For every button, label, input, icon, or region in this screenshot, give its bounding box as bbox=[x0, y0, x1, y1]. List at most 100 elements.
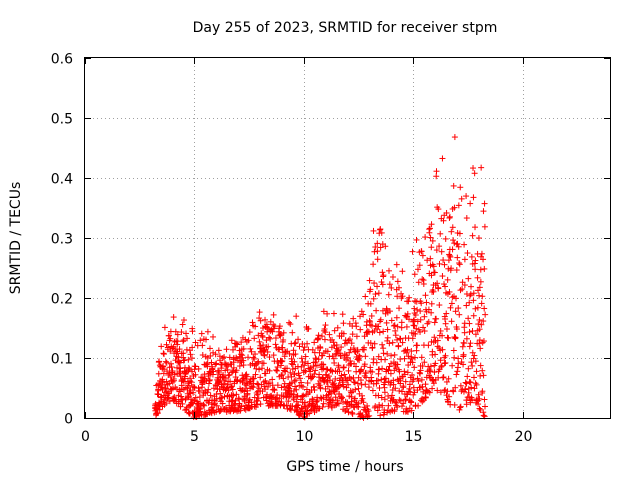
data-point bbox=[257, 401, 264, 408]
data-point bbox=[408, 399, 415, 406]
data-point bbox=[480, 256, 487, 263]
data-point bbox=[385, 392, 392, 399]
data-point bbox=[427, 234, 434, 241]
data-point bbox=[362, 381, 369, 388]
data-point bbox=[170, 314, 177, 321]
data-point bbox=[431, 334, 438, 341]
data-point bbox=[298, 355, 305, 362]
data-point bbox=[279, 371, 286, 378]
data-point bbox=[391, 406, 398, 413]
data-point bbox=[216, 369, 223, 376]
data-point bbox=[218, 394, 225, 401]
data-point bbox=[396, 335, 403, 342]
data-point bbox=[461, 329, 468, 336]
x-tick-label: 10 bbox=[296, 429, 314, 445]
data-point bbox=[326, 373, 333, 380]
data-point bbox=[441, 360, 448, 367]
data-point bbox=[199, 352, 206, 359]
data-point bbox=[466, 299, 473, 306]
data-point bbox=[355, 404, 362, 411]
data-point bbox=[469, 349, 476, 356]
data-point bbox=[394, 361, 401, 368]
data-point bbox=[207, 352, 214, 359]
data-point bbox=[396, 387, 403, 394]
data-point bbox=[350, 315, 357, 322]
data-point bbox=[474, 274, 481, 281]
data-point bbox=[256, 366, 263, 373]
data-point bbox=[315, 332, 322, 339]
data-point bbox=[355, 385, 362, 392]
data-point bbox=[366, 277, 373, 284]
data-point bbox=[393, 365, 400, 372]
data-point bbox=[169, 378, 176, 385]
data-point bbox=[450, 237, 457, 244]
data-point bbox=[219, 400, 226, 407]
data-point bbox=[256, 315, 263, 322]
data-point bbox=[392, 332, 399, 339]
data-point bbox=[345, 408, 352, 415]
data-point bbox=[438, 248, 445, 255]
data-point bbox=[186, 382, 193, 389]
data-point bbox=[386, 363, 393, 370]
data-point bbox=[392, 398, 399, 405]
data-point bbox=[214, 367, 221, 374]
data-point bbox=[455, 243, 462, 250]
data-point bbox=[217, 390, 224, 397]
data-point bbox=[433, 247, 440, 254]
data-point bbox=[450, 347, 457, 354]
data-point bbox=[408, 355, 415, 362]
data-point bbox=[446, 252, 453, 259]
data-point bbox=[395, 284, 402, 291]
data-point bbox=[468, 359, 475, 366]
data-point bbox=[223, 346, 230, 353]
data-point bbox=[156, 358, 163, 365]
data-point bbox=[345, 381, 352, 388]
data-point bbox=[174, 331, 181, 338]
data-point bbox=[272, 335, 279, 342]
data-point bbox=[414, 342, 421, 349]
data-point bbox=[223, 363, 230, 370]
data-point bbox=[344, 354, 351, 361]
data-point bbox=[358, 366, 365, 373]
data-point bbox=[439, 155, 446, 162]
data-point bbox=[294, 406, 301, 413]
data-point bbox=[252, 323, 259, 330]
data-point bbox=[412, 312, 419, 319]
data-point bbox=[274, 382, 281, 389]
data-point bbox=[162, 358, 169, 365]
data-point bbox=[338, 344, 345, 351]
data-point bbox=[251, 394, 258, 401]
data-point bbox=[472, 266, 479, 273]
data-point bbox=[459, 286, 466, 293]
data-point bbox=[328, 404, 335, 411]
data-point bbox=[163, 359, 170, 366]
data-point bbox=[463, 380, 470, 387]
data-point bbox=[276, 395, 283, 402]
data-point bbox=[436, 260, 443, 267]
data-point bbox=[451, 354, 458, 361]
data-point bbox=[293, 386, 300, 393]
data-point bbox=[200, 401, 207, 408]
data-point bbox=[196, 388, 203, 395]
data-point bbox=[175, 392, 182, 399]
data-point bbox=[293, 393, 300, 400]
data-point bbox=[377, 316, 384, 323]
data-point bbox=[345, 367, 352, 374]
data-point bbox=[300, 392, 307, 399]
data-point bbox=[370, 295, 377, 302]
data-point bbox=[302, 404, 309, 411]
data-point bbox=[383, 306, 390, 313]
data-point bbox=[457, 404, 464, 411]
data-point bbox=[302, 353, 309, 360]
data-point bbox=[458, 388, 465, 395]
data-point bbox=[374, 326, 381, 333]
data-point bbox=[269, 401, 276, 408]
data-point bbox=[242, 372, 249, 379]
data-point bbox=[369, 368, 376, 375]
data-point bbox=[405, 388, 412, 395]
data-point bbox=[452, 334, 459, 341]
data-point bbox=[381, 389, 388, 396]
data-point bbox=[335, 400, 342, 407]
data-point bbox=[243, 395, 250, 402]
data-point bbox=[220, 371, 227, 378]
